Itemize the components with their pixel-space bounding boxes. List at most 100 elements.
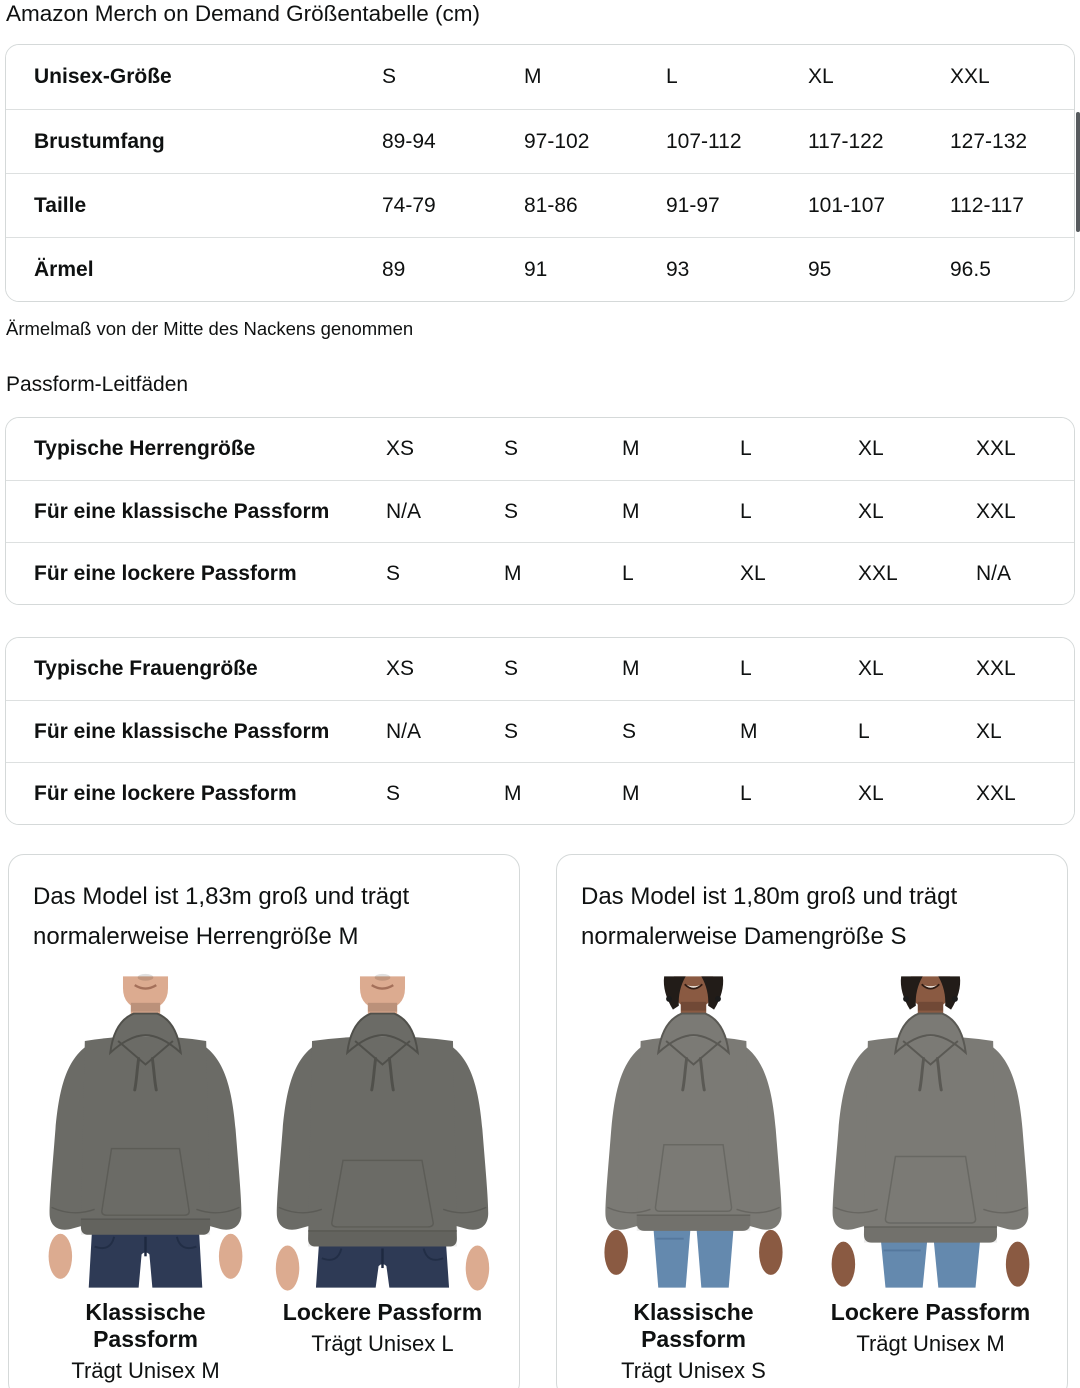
row-label: Brustumfang xyxy=(34,129,165,153)
size-cell: XL xyxy=(740,561,766,585)
size-cell: XL xyxy=(858,781,884,805)
size-cell: L xyxy=(740,657,752,680)
size-cell: M xyxy=(524,65,542,88)
size-cell: XL xyxy=(976,719,1002,743)
size-cell: 112-117 xyxy=(950,193,1024,217)
size-cell: 97-102 xyxy=(524,129,590,153)
size-cell: S xyxy=(386,781,401,805)
page-title: Amazon Merch on Demand Größentabelle (cm… xyxy=(6,1,480,26)
model-photo-female-classic xyxy=(578,967,809,1297)
size-cell: 107-112 xyxy=(666,129,742,153)
size-cell: M xyxy=(504,561,522,585)
row-label: Für eine lockere Passform xyxy=(34,561,297,585)
size-cell: 96.5 xyxy=(950,257,991,281)
size-cell: S xyxy=(622,719,637,743)
row-label: Für eine klassische Passform xyxy=(34,499,330,523)
model-cards: Das Model ist 1,83m groß und trägt norma… xyxy=(5,854,1075,1388)
fit-label: Klassische Passform xyxy=(633,1299,754,1352)
model-figure: Lockere Passform Trägt Unisex L xyxy=(267,967,498,1384)
size-label: Trägt Unisex S xyxy=(621,1358,766,1383)
mens-model-description: Das Model ist 1,83m groß und trägt norma… xyxy=(33,883,410,950)
table-row: Ärmel 89 91 93 95 96.5 xyxy=(6,237,1074,301)
size-cell: L xyxy=(858,719,870,743)
page-scrollbar-thumb[interactable] xyxy=(1076,112,1080,232)
size-cell: 91 xyxy=(524,257,548,281)
womens-fit-table: Typische Frauengröße XS S M L XL XXL Für eine k… xyxy=(5,637,1075,825)
size-cell: 127-132 xyxy=(950,129,1028,153)
size-cell: S xyxy=(504,657,519,680)
row-label: Typische Frauengröße xyxy=(34,657,258,680)
size-cell: XS xyxy=(386,437,415,460)
sleeve-measure-note: Ärmelmaß von der Mitte des Nackens genom… xyxy=(6,318,414,339)
table-row: Typische Herrengröße XS S M L XL XXL xyxy=(6,418,1074,480)
size-cell: S xyxy=(504,437,519,460)
size-cell: 93 xyxy=(666,257,690,281)
size-cell: 89 xyxy=(382,257,406,281)
size-label: Trägt Unisex L xyxy=(311,1331,454,1356)
size-cell: 81-86 xyxy=(524,193,578,217)
size-cell: XS xyxy=(386,657,415,680)
row-label: Unisex-Größe xyxy=(34,65,172,88)
womens-model-photos: Klassische Passform Trägt Unisex S xyxy=(581,967,1043,1384)
size-cell: XL xyxy=(858,437,884,460)
fit-label: Lockere Passform xyxy=(830,1299,1031,1325)
size-cell: L xyxy=(740,781,752,805)
size-label: Trägt Unisex M xyxy=(71,1358,220,1383)
size-label: Trägt Unisex M xyxy=(856,1331,1005,1356)
size-cell: 89-94 xyxy=(382,129,436,153)
size-cell: L xyxy=(740,499,752,523)
size-cell: S xyxy=(504,499,519,523)
size-cell: L xyxy=(666,65,678,88)
model-photo-male-classic xyxy=(30,967,261,1297)
size-cell: N/A xyxy=(386,499,422,523)
table-row: Für eine lockere Passform S M M L XL XXL xyxy=(6,762,1074,824)
size-cell: XXL xyxy=(950,65,990,88)
size-cell: M xyxy=(622,437,640,460)
mens-model-card: Das Model ist 1,83m groß und trägt norma… xyxy=(8,854,520,1388)
size-cell: M xyxy=(504,781,522,805)
size-cell: XXL xyxy=(858,561,898,585)
mens-fit-table: Typische Herrengröße XS S M L XL XXL Für eine k… xyxy=(5,417,1075,605)
size-cell: M xyxy=(622,781,640,805)
size-cell: 117-122 xyxy=(808,129,884,153)
table-row: Taille 74-79 81-86 91-97 101-107 112-117 xyxy=(6,173,1074,237)
fit-guides-heading: Passform-Leitfäden xyxy=(6,373,189,396)
size-cell: L xyxy=(740,437,752,460)
womens-model-description: Das Model ist 1,80m groß und trägt norma… xyxy=(581,883,958,950)
table-row: Für eine klassische Passform N/A S S M L XL xyxy=(6,700,1074,762)
size-cell: M xyxy=(622,499,640,523)
table-row: Typische Frauengröße XS S M L XL XXL xyxy=(6,638,1074,700)
womens-model-card: Das Model ist 1,80m groß und trägt norma… xyxy=(556,854,1068,1388)
model-figure: Klassische Passform Trägt Unisex S xyxy=(578,967,809,1384)
model-photo-female-loose xyxy=(815,967,1046,1297)
model-figure: Lockere Passform Trägt Unisex M xyxy=(815,967,1046,1384)
size-cell: N/A xyxy=(976,561,1012,585)
size-cell: M xyxy=(622,657,640,680)
size-cell: S xyxy=(386,561,401,585)
size-cell: XXL xyxy=(976,437,1016,460)
unisex-size-table: Unisex-Größe S M L XL XXL Brustumfang 89-94 97-1… xyxy=(5,44,1075,302)
model-photo-male-loose xyxy=(267,967,498,1297)
row-label: Für eine lockere Passform xyxy=(34,781,297,805)
fit-label: Lockere Passform xyxy=(282,1299,483,1325)
row-label: Taille xyxy=(34,193,87,217)
size-cell: 74-79 xyxy=(382,193,436,217)
size-cell: S xyxy=(504,719,519,743)
size-cell: S xyxy=(382,65,397,88)
table-row: Unisex-Größe S M L XL XXL xyxy=(6,45,1074,109)
size-cell: M xyxy=(740,719,758,743)
size-cell: XL xyxy=(858,499,884,523)
size-cell: XL xyxy=(808,65,834,88)
table-row: Brustumfang 89-94 97-102 107-112 117-122 127-… xyxy=(6,109,1074,173)
table-row: Für eine klassische Passform N/A S M L XL XXL xyxy=(6,480,1074,542)
size-cell: XXL xyxy=(976,781,1016,805)
mens-model-photos: Klassische Passform Trägt Unisex M xyxy=(33,967,495,1384)
size-cell: XL xyxy=(858,657,884,680)
size-cell: 95 xyxy=(808,257,832,281)
table-row: Für eine lockere Passform S M L XL XXL N/A xyxy=(6,542,1074,604)
model-figure: Klassische Passform Trägt Unisex M xyxy=(30,967,261,1384)
size-cell: XXL xyxy=(976,657,1016,680)
row-label: Typische Herrengröße xyxy=(34,437,256,460)
size-cell: 101-107 xyxy=(808,193,886,217)
